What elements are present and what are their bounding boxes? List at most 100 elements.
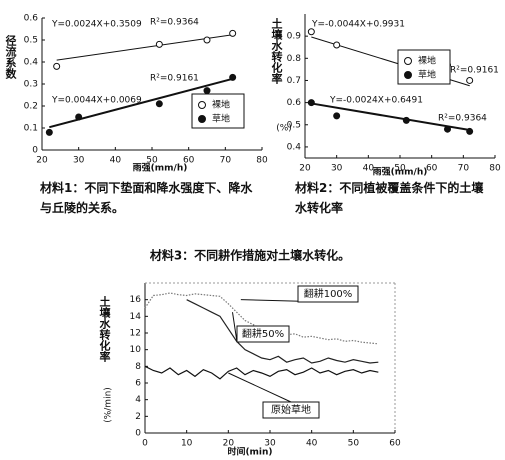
y-axis-unit: (%/min) bbox=[104, 387, 114, 423]
point bbox=[229, 29, 237, 37]
y-axis-unit: (%) bbox=[276, 124, 292, 134]
y-tick-label: 0.2 bbox=[24, 102, 38, 112]
chart-title: 材料3：不同耕作措施对土壤水转化。 bbox=[149, 248, 350, 263]
r-squared: R²=0.9161 bbox=[150, 74, 199, 84]
x-tick-label: 10 bbox=[181, 439, 193, 449]
leader bbox=[232, 312, 238, 343]
x-tick-label: 60 bbox=[183, 156, 195, 166]
x-tick-label: 50 bbox=[348, 439, 360, 449]
y-tick-label: 16 bbox=[130, 295, 142, 305]
x-tick-label: 30 bbox=[331, 164, 343, 174]
label-box bbox=[297, 285, 359, 303]
x-tick-label: 30 bbox=[73, 156, 85, 166]
y-tick-label: 0.1 bbox=[24, 124, 38, 134]
r-squared: R²=0.9161 bbox=[450, 66, 499, 76]
label-box bbox=[262, 401, 320, 419]
y-tick-label: 8 bbox=[135, 362, 141, 372]
equation: Y=0.0024X+0.3509 bbox=[51, 20, 142, 30]
y-tick-label: 0 bbox=[32, 146, 38, 156]
x-tick-label: 80 bbox=[256, 156, 268, 166]
series-label: 翻耕100% bbox=[304, 287, 353, 300]
point bbox=[203, 87, 211, 95]
point bbox=[75, 113, 83, 121]
legend-symbol bbox=[198, 115, 206, 123]
x-tick-label: 70 bbox=[220, 156, 232, 166]
point bbox=[333, 41, 341, 49]
legend-label: 裸地 bbox=[418, 55, 436, 67]
point bbox=[155, 100, 163, 108]
point bbox=[229, 73, 237, 81]
leader bbox=[228, 372, 292, 403]
legend-box bbox=[191, 93, 245, 129]
y-tick-label: 0.7 bbox=[287, 76, 301, 86]
x-tick-label: 20 bbox=[223, 439, 235, 449]
y-tick-label: 0.6 bbox=[24, 14, 39, 24]
x-tick-label: 50 bbox=[394, 164, 406, 174]
point bbox=[45, 128, 53, 136]
y-tick-label: 0.5 bbox=[287, 120, 301, 130]
point bbox=[466, 76, 474, 84]
legend-symbol bbox=[198, 101, 206, 109]
y-tick-label: 0.3 bbox=[24, 80, 38, 90]
fit-line bbox=[56, 34, 233, 61]
point bbox=[307, 99, 315, 107]
x-tick-label: 60 bbox=[426, 164, 438, 174]
legend-label: 草地 bbox=[418, 69, 436, 81]
point bbox=[155, 40, 163, 48]
equation: Y=-0.0024X+0.6491 bbox=[329, 96, 423, 106]
caption: 材料2：不同植被覆盖条件下的土壤水转化率 bbox=[295, 181, 484, 215]
point bbox=[53, 62, 61, 70]
x-tick-label: 0 bbox=[142, 439, 148, 449]
y-tick-label: 10 bbox=[130, 345, 142, 355]
x-tick-label: 20 bbox=[36, 156, 48, 166]
line bbox=[186, 299, 379, 364]
y-axis-label: 径流系数 bbox=[4, 34, 17, 80]
point bbox=[466, 127, 474, 135]
x-tick-label: 40 bbox=[363, 164, 375, 174]
point bbox=[444, 125, 451, 133]
line bbox=[144, 365, 379, 380]
y-tick-label: 6 bbox=[135, 379, 141, 389]
y-tick-label: 0.9 bbox=[287, 32, 302, 42]
label-box bbox=[236, 325, 290, 343]
r-squared: R²=0.9364 bbox=[150, 18, 199, 28]
y-axis-label: 土壤水转化率 bbox=[98, 295, 111, 363]
x-axis-label: 雨强(mm/h) bbox=[373, 167, 428, 178]
y-tick-label: 14 bbox=[130, 312, 142, 322]
legend-symbol bbox=[404, 71, 412, 79]
y-tick-label: 4 bbox=[135, 395, 141, 405]
x-axis-label: 雨强(mm/h) bbox=[133, 163, 188, 174]
y-tick-label: 0.5 bbox=[24, 36, 38, 46]
x-tick-label: 40 bbox=[306, 439, 318, 449]
point bbox=[307, 28, 315, 36]
x-axis-label: 时间(min) bbox=[227, 446, 272, 458]
caption: 材料1：不同下垫面和降水强度下、降水与丘陵的关系。 bbox=[40, 181, 253, 215]
x-tick-label: 30 bbox=[264, 439, 276, 449]
legend-label: 裸地 bbox=[212, 99, 230, 111]
point bbox=[333, 112, 341, 120]
point bbox=[402, 116, 410, 124]
y-tick-label: 0.4 bbox=[287, 142, 302, 152]
legend-symbol bbox=[404, 57, 412, 65]
y-tick-label: 0.6 bbox=[287, 98, 302, 108]
x-tick-label: 70 bbox=[458, 164, 470, 174]
y-tick-label: 12 bbox=[130, 329, 141, 339]
y-tick-label: 0 bbox=[135, 429, 141, 439]
legend-label: 草地 bbox=[212, 113, 230, 125]
x-tick-label: 40 bbox=[110, 156, 122, 166]
y-tick-label: 2 bbox=[135, 412, 141, 422]
y-tick-label: 0.4 bbox=[24, 58, 39, 68]
point bbox=[203, 36, 211, 44]
equation: Y=0.0044X+0.0069 bbox=[51, 96, 142, 106]
series-label: 翻耕50% bbox=[242, 327, 284, 340]
fit-line bbox=[311, 102, 470, 132]
equation: Y=-0.0044X+0.9931 bbox=[311, 20, 405, 30]
x-tick-label: 80 bbox=[489, 164, 501, 174]
series-label: 原始草地 bbox=[271, 403, 311, 416]
x-tick-label: 60 bbox=[389, 439, 401, 449]
y-tick-label: 0.8 bbox=[287, 54, 302, 64]
y-axis-label: 土壤水转化率 bbox=[270, 17, 283, 85]
x-tick-label: 20 bbox=[299, 164, 311, 174]
